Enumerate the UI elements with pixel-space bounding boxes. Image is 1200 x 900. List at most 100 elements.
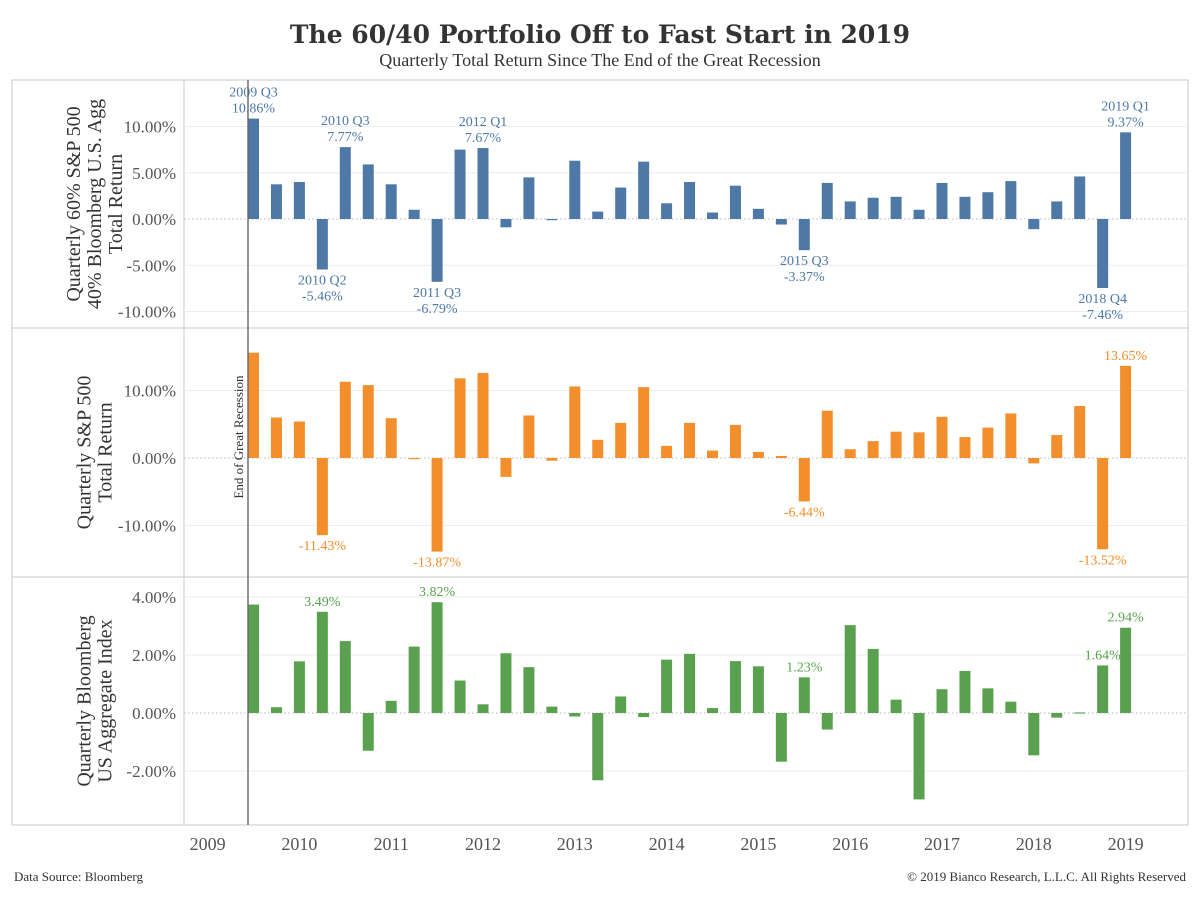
bar <box>752 208 764 219</box>
bar <box>500 458 512 477</box>
x-tick-label: 2019 <box>1108 834 1144 854</box>
bar <box>339 147 351 219</box>
bar <box>775 219 787 225</box>
bar <box>1074 176 1086 219</box>
bar <box>546 706 558 713</box>
bar <box>592 211 604 219</box>
bar <box>684 653 696 713</box>
bar <box>890 431 902 458</box>
bar <box>431 602 443 713</box>
bar <box>293 182 305 219</box>
bar <box>408 646 420 713</box>
bar <box>546 458 558 461</box>
bar <box>661 659 673 713</box>
bar <box>385 700 397 713</box>
bar <box>293 661 305 713</box>
bar <box>592 713 604 781</box>
bar <box>707 450 718 458</box>
y-axis-label: Quarterly Bloomberg <box>74 615 96 786</box>
bar <box>867 648 879 713</box>
bar <box>913 432 925 458</box>
bar <box>1005 413 1017 458</box>
y-tick-label: -5.00% <box>126 256 176 275</box>
footer-copyright: © 2019 Bianco Research, L.L.C. All Right… <box>907 869 1186 884</box>
bar <box>821 182 833 219</box>
bar <box>982 192 994 219</box>
y-axis-label: 40% Bloomberg U.S. Agg <box>84 99 106 309</box>
bar <box>752 451 764 458</box>
bar <box>362 713 374 751</box>
bar <box>569 160 581 219</box>
bar <box>1051 435 1063 458</box>
bar <box>638 713 650 718</box>
bar <box>523 415 535 458</box>
data-label: -13.52% <box>1079 553 1127 568</box>
bar <box>638 161 650 219</box>
x-tick-label: 2018 <box>1016 834 1052 854</box>
y-tick-label: 5.00% <box>132 164 176 183</box>
bar <box>936 182 948 219</box>
bar <box>592 439 604 458</box>
data-label: -6.44% <box>784 505 825 520</box>
bar <box>270 417 282 458</box>
bar <box>1097 665 1109 713</box>
recession-label: End of Great Recession <box>231 375 246 499</box>
data-label: 3.82% <box>419 585 456 600</box>
bar <box>661 445 673 458</box>
bar <box>867 441 879 458</box>
bar <box>798 677 810 713</box>
data-label: 7.77% <box>327 130 364 145</box>
y-tick-label: 10.00% <box>124 382 176 401</box>
bar <box>431 458 443 552</box>
bar <box>500 653 512 713</box>
y-tick-label: 10.00% <box>124 118 176 137</box>
bar <box>982 688 994 713</box>
chart-title: The 60/40 Portfolio Off to Fast Start in… <box>290 20 910 49</box>
data-label: 2010 Q2 <box>298 274 347 289</box>
bar <box>890 699 902 713</box>
plot-area: -10.00% -5.00% 0.00% 5.00% 10.00% Quarterly 6… <box>11 79 1189 854</box>
bar <box>959 196 971 219</box>
bar <box>362 385 374 458</box>
bar <box>638 387 650 458</box>
data-label: -5.46% <box>302 290 343 305</box>
bar <box>1051 201 1063 219</box>
x-tick-label: 2010 <box>281 834 317 854</box>
y-tick-label: 0.00% <box>132 449 176 468</box>
bar <box>890 196 902 219</box>
bar <box>523 177 535 219</box>
x-tick-label: 2017 <box>924 834 960 854</box>
data-label: 2015 Q3 <box>780 254 829 269</box>
x-tick-label: 2014 <box>649 834 685 854</box>
data-label: -11.43% <box>299 539 347 554</box>
bar <box>1097 458 1109 550</box>
bar <box>775 713 787 762</box>
data-label: 3.49% <box>304 595 341 610</box>
footer-source: Data Source: Bloomberg <box>14 869 144 884</box>
bar <box>569 386 581 458</box>
bar <box>615 422 627 458</box>
bar <box>707 708 718 713</box>
x-tick-label: 2015 <box>740 834 776 854</box>
bar <box>1005 701 1017 713</box>
data-label: 2009 Q3 <box>229 86 278 101</box>
bar <box>844 625 856 713</box>
bar <box>248 118 259 219</box>
bar <box>293 421 305 458</box>
bar <box>1005 181 1017 219</box>
y-axis-label: Total Return <box>105 154 127 254</box>
data-label: -6.79% <box>417 302 458 317</box>
panel-blended: -10.00% -5.00% 0.00% 5.00% 10.00% Quarterly 6… <box>63 86 1188 323</box>
bar <box>316 611 328 713</box>
bar <box>684 182 696 219</box>
bar <box>913 713 925 800</box>
data-label: 10.86% <box>232 102 276 117</box>
bar <box>408 458 420 460</box>
bar <box>385 184 397 219</box>
bar <box>270 707 282 713</box>
bar <box>385 418 397 458</box>
bar <box>1120 132 1132 219</box>
data-label: 9.37% <box>1108 115 1145 130</box>
bar <box>270 184 282 219</box>
